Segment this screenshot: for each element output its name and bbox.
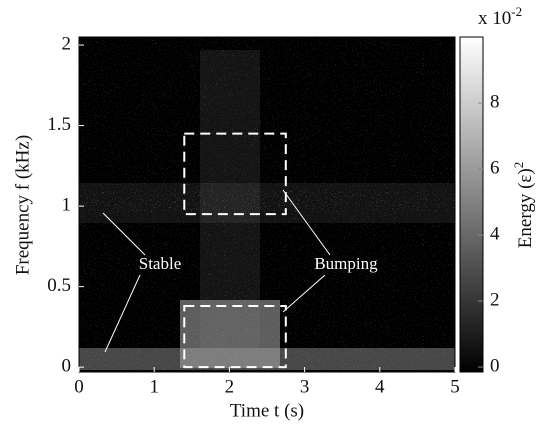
x-tick-label: 4 <box>375 376 385 397</box>
plot-frame <box>78 36 456 373</box>
colorbar-tick-label: 2 <box>490 289 500 310</box>
y-tick-label: 2 <box>62 33 72 54</box>
y-tick-label: 0 <box>62 356 72 377</box>
x-tick-label: 5 <box>450 376 460 397</box>
x-axis-label: Time t (s) <box>230 400 304 421</box>
highlight-box <box>183 132 287 216</box>
annotation: Stable <box>139 254 182 273</box>
highlight-box <box>183 304 287 369</box>
x-tick-label: 0 <box>74 376 84 397</box>
y-tick-label: 0.5 <box>47 275 71 296</box>
colorbar-tick-label: 6 <box>490 157 500 178</box>
colorbar-multiplier: x 10-2 <box>478 4 522 29</box>
y-tick-label: 1.5 <box>47 114 71 135</box>
colorbar-tick-label: 0 <box>490 355 500 376</box>
spectrogram-image <box>79 37 455 372</box>
x-tick-label: 1 <box>149 376 159 397</box>
annotations: Stable Bumping <box>102 132 378 369</box>
x-tick-label: 3 <box>300 376 310 397</box>
y-tick-label: 1 <box>62 194 72 215</box>
colorbar-tick-label: 4 <box>490 223 500 244</box>
annotation: Bumping <box>314 254 378 273</box>
colorbar <box>459 36 484 373</box>
x-tick-label: 2 <box>225 376 235 397</box>
y-axis-label: Frequency f (kHz) <box>12 135 33 275</box>
colorbar-label: Energy (ε)2 <box>511 162 536 248</box>
colorbar-tick-label: 8 <box>490 91 500 112</box>
